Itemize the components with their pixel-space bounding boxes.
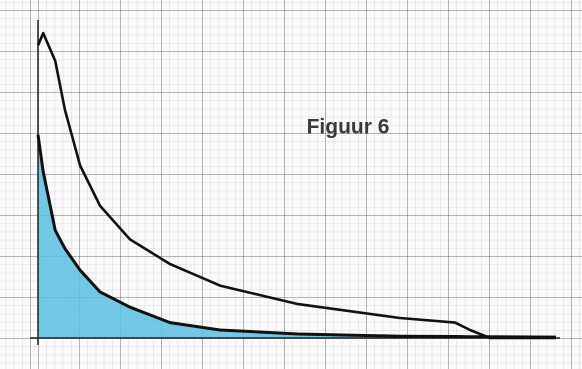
chart: Figuur 6 [0,0,582,369]
page: {"chart_data": {"type": "line", "title":… [0,0,582,369]
curve [38,33,556,338]
chart-title: Figuur 6 [307,116,390,139]
area [38,135,556,338]
